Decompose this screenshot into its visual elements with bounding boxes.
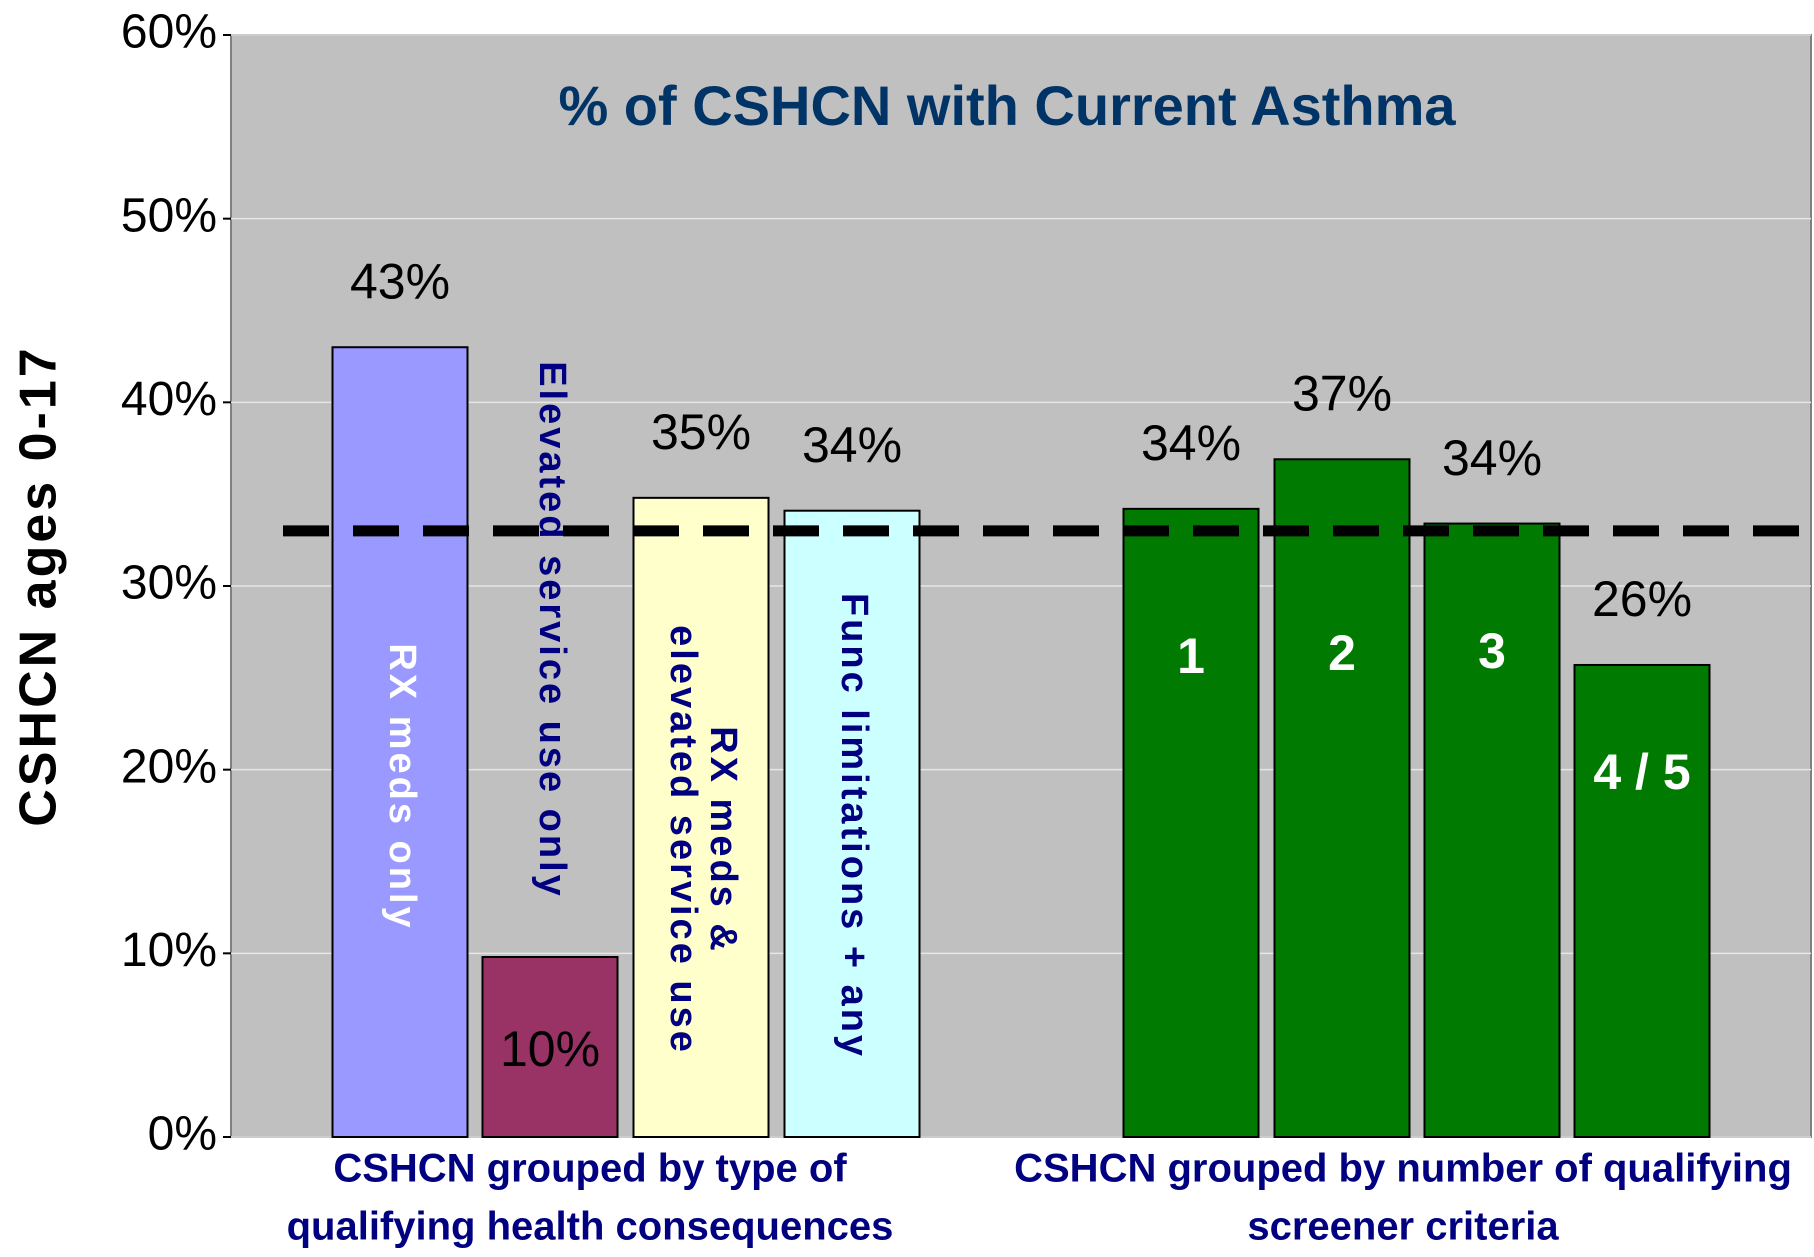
bar	[331, 346, 469, 1138]
group-label: qualifying health consequences	[287, 1205, 894, 1249]
bar	[481, 956, 619, 1138]
bar-label: RX meds only	[381, 643, 423, 930]
bar-label: Func limitations + any	[833, 593, 875, 1059]
y-tick-label: 40%	[121, 373, 217, 426]
bar	[783, 509, 921, 1138]
group-label: CSHCN grouped by number of qualifying	[1014, 1147, 1792, 1191]
y-tick-label: 50%	[121, 189, 217, 242]
bar-label: elevated service use	[662, 625, 704, 1055]
bar-label: 2	[1328, 625, 1356, 681]
y-tick-label: 20%	[121, 740, 217, 793]
bar	[1273, 458, 1411, 1138]
bar	[1573, 663, 1711, 1139]
y-tick-label: 60%	[121, 6, 217, 59]
bar	[632, 496, 770, 1138]
bar-label: 3	[1478, 623, 1506, 679]
bar	[1423, 522, 1561, 1138]
bar	[1122, 507, 1260, 1138]
group-label: screener criteria	[1247, 1205, 1559, 1249]
value-label: 43%	[350, 253, 450, 309]
chart-title: % of CSHCN with Current Asthma	[558, 74, 1456, 137]
value-label: 34%	[802, 417, 902, 473]
y-tick-label: 0%	[148, 1108, 217, 1161]
bar-label: 4 / 5	[1593, 744, 1690, 800]
y-tick-label: 10%	[121, 924, 217, 977]
bar-label: RX meds &	[702, 726, 744, 954]
y-tick-label: 30%	[121, 557, 217, 610]
value-label: 34%	[1442, 430, 1542, 486]
value-label: 37%	[1292, 365, 1392, 421]
bar-label: 1	[1177, 628, 1205, 684]
value-label: 26%	[1592, 571, 1692, 627]
bar-label: Elevated service use only	[531, 361, 573, 899]
y-axis-label: CSHCN ages 0-17	[10, 345, 68, 826]
value-label: 35%	[651, 404, 751, 460]
value-label: 34%	[1141, 415, 1241, 471]
value-label: 10%	[500, 1021, 600, 1077]
group-label: CSHCN grouped by type of	[333, 1147, 847, 1191]
